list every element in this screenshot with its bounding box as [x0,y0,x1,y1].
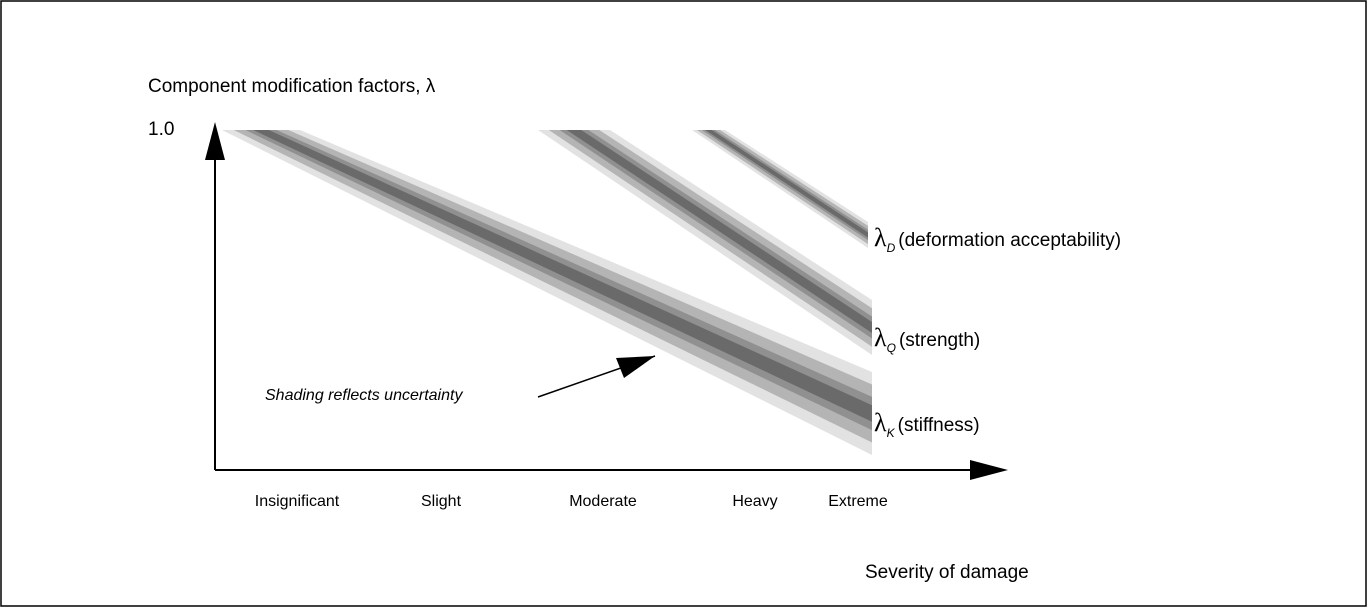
annotation-arrowhead [616,356,655,378]
svg-text:λQ(strength): λQ (strength) [874,323,980,355]
y-arrowhead [205,122,225,160]
uncertainty-band [245,130,872,431]
uncertainty-band [566,130,872,333]
svg-text:λK(stiffness): λK (stiffness) [874,408,980,440]
uncertainty-band [705,130,868,238]
category: Extreme [828,493,888,510]
category: Slight [421,493,462,510]
band-label: λD (deformation acceptability) [874,223,1121,255]
uncertainty-band [692,130,868,248]
y-axis-label: Component modification factors, λ [148,76,436,97]
band-label: λK (stiffness) [874,408,980,440]
bands [222,130,872,455]
category: Insignificant [255,493,340,510]
svg-text:λD(deformation acceptability): λD (deformation acceptability) [874,223,1121,255]
category: Heavy [732,493,777,510]
x-axis-label: Severity of damage [865,562,1029,583]
category: Moderate [569,493,637,510]
uncertainty-band [233,130,872,443]
y-top-label: 1.0 [148,119,174,140]
band-label: λQ (strength) [874,323,980,355]
uncertainty-band [253,130,872,422]
x-arrowhead [970,460,1008,480]
uncertainty-band [548,130,872,347]
uncertainty-band [701,130,868,241]
uncertainty-band [538,130,872,355]
uncertainty-band [222,130,872,455]
uncertainty-band [696,130,868,245]
annotation: Shading reflects uncertainty [265,387,463,404]
uncertainty-band [559,130,872,339]
